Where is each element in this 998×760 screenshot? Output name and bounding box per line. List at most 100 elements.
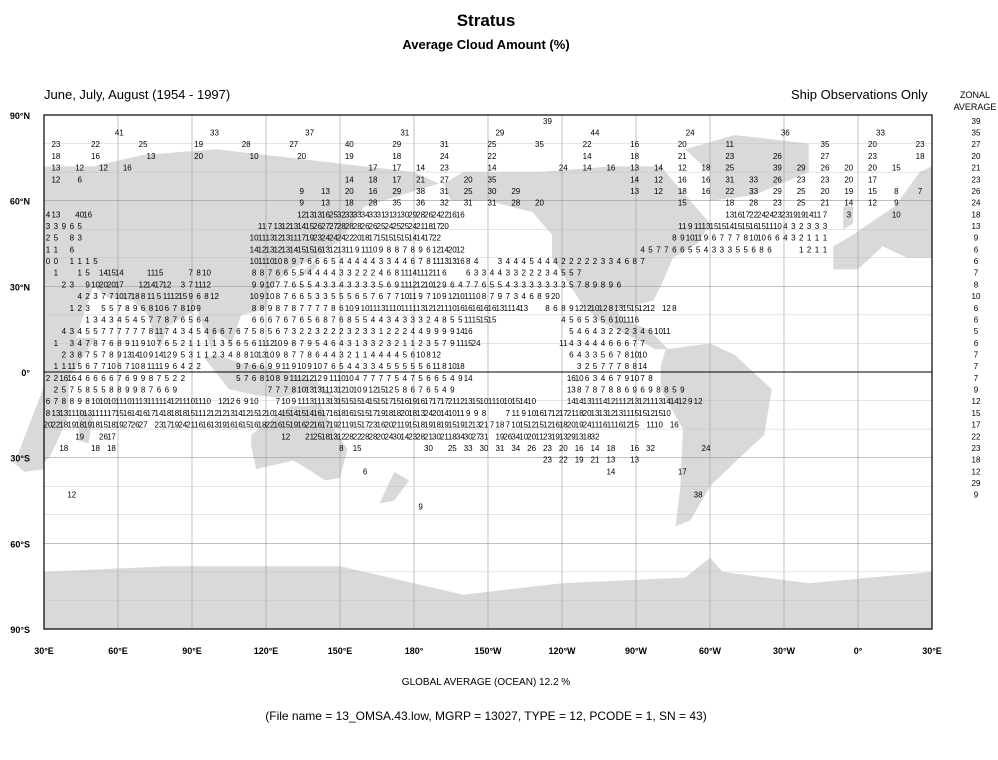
cell-value: 18 bbox=[59, 421, 68, 430]
cell-value: 3 bbox=[387, 315, 392, 324]
cell-value: 6 bbox=[109, 374, 114, 383]
madagascar-land bbox=[78, 409, 94, 444]
cell-value: 5 bbox=[228, 339, 233, 348]
cell-value: 12 bbox=[99, 164, 108, 173]
cell-value: 24 bbox=[440, 152, 449, 161]
cell-value: 32 bbox=[440, 199, 449, 208]
zonal-average-header: ZONAL AVERAGE bbox=[946, 89, 998, 113]
cell-value: 11 bbox=[321, 386, 330, 395]
zonal-average-value: 26 bbox=[972, 187, 981, 196]
zonal-average-value: 9 bbox=[974, 386, 979, 395]
cell-value: 15 bbox=[733, 222, 742, 231]
source-note: Ship Observations Only bbox=[791, 87, 928, 102]
cell-value: 22 bbox=[559, 456, 568, 465]
cell-value: 10 bbox=[361, 304, 370, 313]
cell-value: 12 bbox=[527, 421, 536, 430]
zonal-average-value: 29 bbox=[972, 479, 981, 488]
zonal-average-value: 18 bbox=[972, 210, 981, 219]
cell-value: 4 bbox=[323, 339, 328, 348]
cell-value: 4 bbox=[379, 269, 384, 278]
cell-value: 16 bbox=[670, 421, 679, 430]
cell-value: 1 bbox=[70, 257, 75, 266]
cell-value: 6 bbox=[751, 245, 756, 254]
cell-value: 4 bbox=[379, 351, 384, 360]
cell-value: 8 bbox=[323, 315, 328, 324]
cell-value: 5 bbox=[490, 280, 495, 289]
cell-value: 2 bbox=[426, 315, 431, 324]
cell-value: 9 bbox=[196, 304, 201, 313]
zonal-average-value: 7 bbox=[974, 374, 979, 383]
cell-value: 0 bbox=[54, 257, 59, 266]
cell-value: 39 bbox=[543, 117, 552, 126]
cell-value: 5 bbox=[648, 245, 653, 254]
cell-value: 10 bbox=[448, 304, 457, 313]
cell-value: 4 bbox=[418, 327, 423, 336]
cell-value: 8 bbox=[62, 397, 67, 406]
cell-value: 7 bbox=[54, 397, 59, 406]
cell-value: 2 bbox=[609, 327, 614, 336]
cell-value: 18 bbox=[75, 421, 84, 430]
cell-value: 10 bbox=[432, 292, 441, 301]
cell-value: 15 bbox=[305, 245, 314, 254]
cell-value: 6 bbox=[442, 269, 447, 278]
cell-value: 17 bbox=[107, 409, 116, 418]
cell-value: 10 bbox=[345, 386, 354, 395]
cell-value: 18 bbox=[91, 421, 100, 430]
cell-value: 10 bbox=[281, 397, 290, 406]
cell-value: 7 bbox=[284, 292, 289, 301]
cell-value: 15 bbox=[345, 397, 354, 406]
cell-value: 11 bbox=[361, 245, 370, 254]
cell-value: 14 bbox=[147, 280, 156, 289]
cell-value: 10 bbox=[123, 397, 132, 406]
cell-value: 11 bbox=[155, 327, 164, 336]
cell-value: 4 bbox=[188, 327, 193, 336]
cell-value: 11 bbox=[147, 292, 156, 301]
cell-value: 29 bbox=[511, 187, 520, 196]
cell-value: 7 bbox=[292, 315, 297, 324]
cell-value: 8 bbox=[117, 339, 122, 348]
cell-value: 15 bbox=[678, 199, 687, 208]
cell-value: 11 bbox=[290, 234, 299, 243]
cell-value: 7 bbox=[823, 210, 828, 219]
cell-value: 4 bbox=[62, 327, 67, 336]
cell-value: 9 bbox=[379, 245, 384, 254]
cell-value: 15 bbox=[464, 339, 473, 348]
cell-value: 3 bbox=[347, 269, 352, 278]
zonal-average-value: 6 bbox=[974, 304, 979, 313]
cell-value: 11 bbox=[678, 222, 687, 231]
cell-value: 5 bbox=[410, 362, 415, 371]
cell-value: 3 bbox=[347, 327, 352, 336]
cell-value: 7 bbox=[371, 374, 376, 383]
cell-value: 6 bbox=[181, 315, 186, 324]
cell-value: 21 bbox=[480, 421, 489, 430]
cell-value: 9 bbox=[688, 222, 693, 231]
cell-value: 3 bbox=[371, 362, 376, 371]
cell-value: 31 bbox=[488, 199, 497, 208]
cell-value: 7 bbox=[387, 292, 392, 301]
cell-value: 3 bbox=[410, 315, 415, 324]
cell-value: 29 bbox=[797, 164, 806, 173]
cell-value: 5 bbox=[395, 362, 400, 371]
cell-value: 10 bbox=[115, 292, 124, 301]
cell-value: 36 bbox=[416, 199, 425, 208]
cell-value: 6 bbox=[260, 315, 265, 324]
cell-value: 4 bbox=[347, 362, 352, 371]
cell-value: 28 bbox=[416, 432, 425, 441]
cell-value: 2 bbox=[196, 362, 201, 371]
cell-value: 13 bbox=[654, 397, 663, 406]
zonal-average-value: 23 bbox=[972, 175, 981, 184]
cell-value: 6 bbox=[577, 315, 582, 324]
cell-value: 19 bbox=[575, 456, 584, 465]
cell-value: 4 bbox=[593, 327, 598, 336]
cell-value: 6 bbox=[339, 304, 344, 313]
cell-value: 8 bbox=[577, 386, 582, 395]
cell-value: 6 bbox=[553, 304, 558, 313]
cell-value: 19 bbox=[67, 421, 76, 430]
cell-value: 24 bbox=[337, 234, 346, 243]
cell-value: 7 bbox=[117, 327, 122, 336]
cell-value: 18 bbox=[495, 421, 504, 430]
cell-value: 8 bbox=[585, 280, 590, 289]
cell-value: 11 bbox=[765, 222, 774, 231]
cell-value: 4 bbox=[323, 269, 328, 278]
cell-value: 4 bbox=[204, 327, 209, 336]
